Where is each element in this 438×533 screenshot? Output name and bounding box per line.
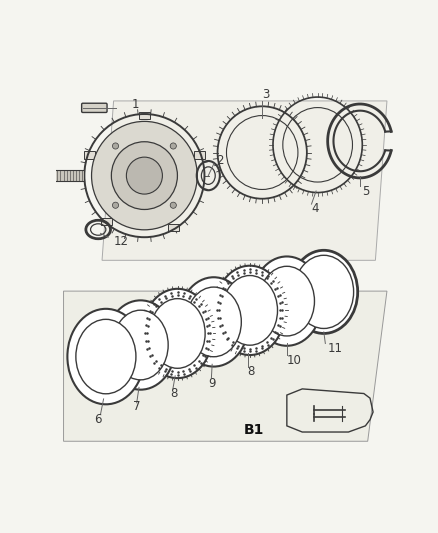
FancyBboxPatch shape — [84, 151, 95, 159]
Polygon shape — [102, 101, 387, 260]
Ellipse shape — [113, 310, 168, 380]
Text: 1: 1 — [131, 98, 139, 110]
Text: 10: 10 — [287, 354, 302, 367]
Text: 8: 8 — [247, 366, 254, 378]
Ellipse shape — [105, 301, 176, 390]
Ellipse shape — [111, 142, 177, 209]
Polygon shape — [64, 291, 387, 441]
FancyBboxPatch shape — [49, 170, 85, 181]
Ellipse shape — [186, 287, 241, 357]
Ellipse shape — [294, 255, 353, 328]
Ellipse shape — [222, 276, 278, 345]
FancyBboxPatch shape — [168, 224, 179, 231]
Text: 6: 6 — [94, 413, 102, 426]
Ellipse shape — [290, 251, 358, 334]
Text: 4: 4 — [311, 202, 319, 215]
Circle shape — [170, 202, 177, 208]
Ellipse shape — [259, 266, 314, 336]
Text: B1: B1 — [244, 423, 264, 437]
Text: 8: 8 — [170, 387, 177, 400]
Ellipse shape — [215, 265, 285, 355]
Ellipse shape — [150, 298, 205, 368]
Ellipse shape — [251, 256, 322, 346]
FancyBboxPatch shape — [81, 103, 107, 112]
Ellipse shape — [92, 122, 197, 230]
Text: 11: 11 — [328, 342, 343, 356]
FancyBboxPatch shape — [139, 112, 150, 119]
Circle shape — [113, 143, 119, 149]
FancyBboxPatch shape — [194, 151, 205, 159]
Text: 2: 2 — [216, 154, 223, 167]
Text: 12: 12 — [113, 235, 129, 247]
Text: 7: 7 — [133, 400, 140, 413]
Circle shape — [170, 143, 177, 149]
Circle shape — [113, 202, 119, 208]
Ellipse shape — [76, 319, 136, 394]
Ellipse shape — [178, 277, 249, 367]
Text: 3: 3 — [262, 88, 269, 101]
Ellipse shape — [142, 289, 213, 378]
Text: 9: 9 — [208, 377, 216, 390]
Text: 5: 5 — [362, 184, 370, 198]
Ellipse shape — [67, 309, 145, 405]
Ellipse shape — [127, 157, 162, 194]
FancyBboxPatch shape — [101, 218, 112, 225]
